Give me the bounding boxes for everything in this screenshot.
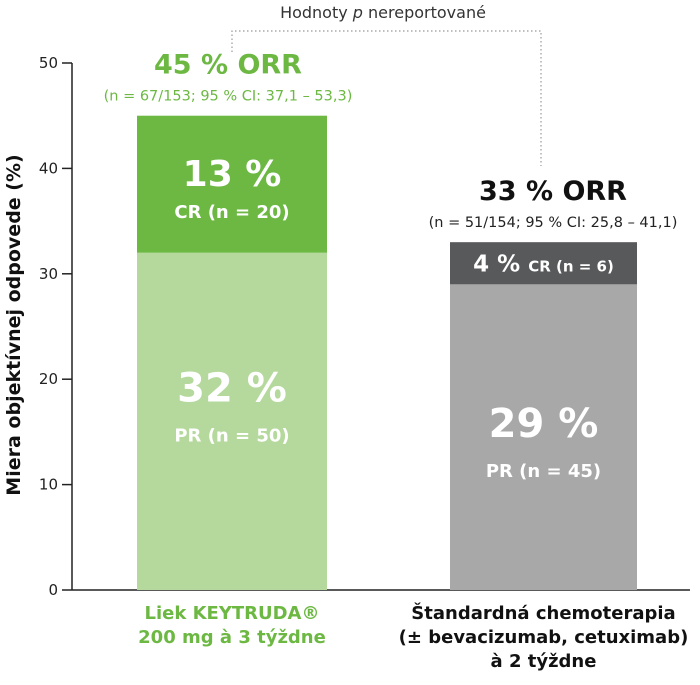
y-tick-label: 50	[39, 54, 58, 72]
x-category-label: Liek KEYTRUDA®	[145, 603, 320, 624]
comparison-bracket	[231, 30, 542, 166]
p-value-note: Hodnoty p nereportované	[280, 3, 486, 22]
y-axis-label: Miera objektívnej odpovede (%)	[3, 154, 25, 495]
x-category-label: à 2 týždne	[491, 651, 597, 672]
segment-inline-label: 4 % CR (n = 6)	[473, 251, 614, 277]
y-tick-label: 10	[39, 476, 58, 494]
confidence-interval-label: (n = 67/153; 95 % CI: 37,1 – 53,3)	[104, 89, 353, 105]
segment-count-label: PR (n = 50)	[174, 425, 289, 446]
bars	[137, 115, 637, 590]
bar-segment-pr	[450, 284, 637, 590]
y-tick-label: 40	[39, 159, 58, 177]
total-orr-label: 45 % ORR	[154, 50, 302, 81]
confidence-interval-label: (n = 51/154; 95 % CI: 25,8 – 41,1)	[429, 215, 678, 231]
x-category-label: (± bevacizumab, cetuximab)	[399, 627, 689, 648]
y-tick-label: 0	[48, 581, 58, 599]
y-tick-label: 20	[39, 370, 58, 388]
segment-percent-label: 32 %	[177, 365, 287, 411]
segment-count-label: PR (n = 45)	[486, 461, 601, 482]
segment-percent-label: 29 %	[489, 401, 599, 447]
segment-percent-label: 13 %	[183, 154, 282, 195]
x-category-label: Štandardná chemoterapia	[411, 602, 675, 624]
bar-segment-pr	[137, 252, 327, 590]
x-category-label: 200 mg à 3 týždne	[138, 627, 326, 648]
bar-segment-cr	[137, 115, 327, 253]
labels: 32 % PR (n = 50) 13 % CR (n = 20) 45 % ORR (n…	[104, 3, 689, 672]
total-orr-label: 33 % ORR	[479, 176, 627, 207]
bar-segment-cr	[450, 242, 637, 285]
segment-count-label: CR (n = 20)	[174, 202, 289, 223]
y-tick-label: 30	[39, 265, 58, 283]
